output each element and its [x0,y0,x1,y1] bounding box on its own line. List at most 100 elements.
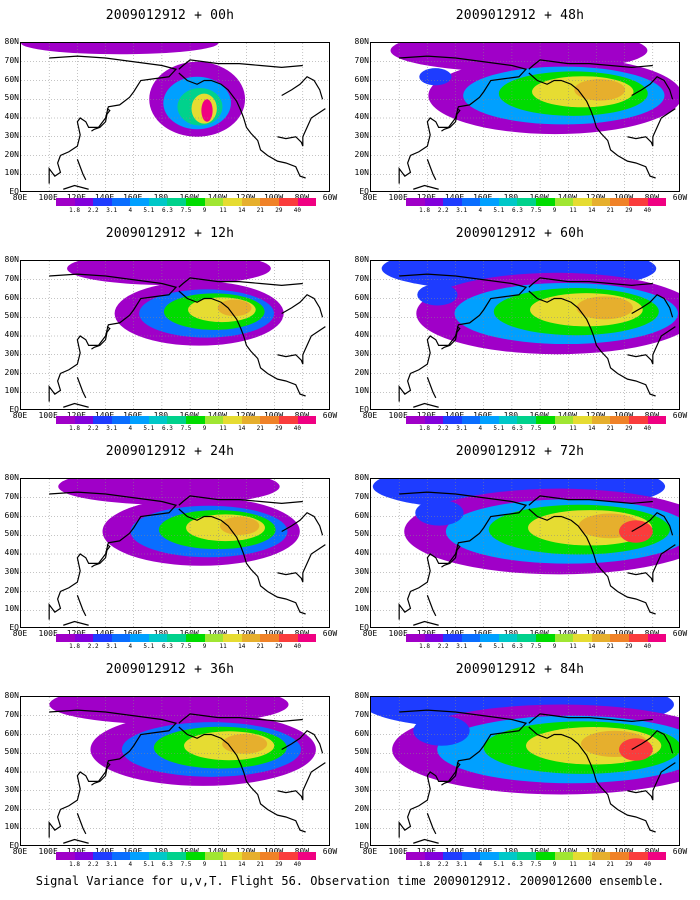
colorbar-swatch [498,416,518,424]
colorbar-swatch [517,634,537,642]
colorbar-tick-label: 7.5 [180,643,192,650]
latitude-tick-label: EQ [9,405,19,414]
coastline [441,544,461,568]
colorbar-swatch [93,416,112,424]
longitude-tick-label: 180 [146,411,176,420]
colorbar-tick-label: 6.3 [162,643,173,650]
coastline [63,838,89,844]
colorbar-tick-label: 5.1 [143,643,155,650]
colorbar-swatch [297,634,317,642]
latitude-tick-label: 20N [4,149,19,159]
variance-contour [574,79,626,101]
colorbar-tick-label: 1.8 [419,425,430,432]
colorbar-swatch [74,416,94,424]
colorbar-swatch [297,852,317,860]
longitude-tick-label: 80E [362,847,378,856]
coastline [528,495,653,506]
longitude-tick-label: 140E [90,847,120,856]
colorbar-swatch [111,416,131,424]
colorbar-swatch [647,198,667,206]
longitude-tick-label: 100W [609,629,639,638]
colorbar [406,852,667,860]
colorbar-tick-label: 5.1 [493,425,505,432]
latitude-tick-label: 30N [354,566,369,576]
colorbar-tick-label: 6.3 [162,861,173,868]
colorbar-swatch [74,198,94,206]
longitude-tick-label: 160W [524,193,554,202]
latitude-tick-label: EQ [359,187,369,196]
colorbar-swatch [93,634,112,642]
colorbar-swatch [443,416,462,424]
coastline [413,184,439,190]
variance-map [20,478,330,628]
latitude-tick-label: EQ [359,623,369,632]
colorbar-swatch [443,852,462,860]
colorbar-swatch [111,852,131,860]
colorbar-swatch [278,416,298,424]
coastline [627,326,676,365]
coastline [91,108,111,132]
latitude-tick-label: 40N [4,766,19,775]
latitude-tick-label: 70N [4,709,19,719]
colorbar-tick-label: 40 [643,207,652,214]
colorbar-swatch [573,416,592,424]
colorbar-swatch [241,198,261,206]
colorbar-tick-label: 40 [643,425,652,432]
colorbar-swatch [610,634,629,642]
latitude-tick-label: 20N [354,367,369,377]
longitude-tick-label: 120E [411,847,441,856]
colorbar-swatch [204,634,224,642]
colorbar-swatch [461,852,481,860]
colorbar-swatch [480,198,499,206]
coastline [178,59,303,70]
latitude-tick-label: 10N [4,822,19,832]
colorbar-tick-label: 11 [219,425,227,432]
longitude-tick-label: 80E [12,629,28,638]
latitude-tick-label: 70N [4,273,19,283]
colorbar-tick-label: 40 [293,643,302,650]
colorbar-tick-label: 14 [588,425,596,432]
latitude-tick-label: 40N [354,330,369,339]
coastline [48,709,178,838]
colorbar-swatch [573,852,592,860]
coastline [426,813,437,835]
map-canvas [21,261,329,409]
coastline [441,108,461,132]
colorbar-tick-label: 1.8 [69,643,80,650]
latitude-tick-label: 40N [4,330,19,339]
latitude-tick-label: 70N [4,55,19,65]
latitude-tick-label: 20N [354,585,369,595]
longitude-tick-label: 60W [322,847,338,856]
map-panel: 2009012912 + 00h 80N 70N 60N 50N 40N 30N 20N 10N… [0,0,340,218]
variance-contour [419,68,452,86]
colorbar-tick-label: 9 [202,643,207,650]
longitude-tick-label: 140W [552,193,582,202]
latitude-tick-label: 50N [4,311,19,321]
colorbar [406,634,667,642]
latitude-tick-label: 80N [354,37,369,46]
longitude-tick-label: 140W [202,193,232,202]
colorbar-tick-label: 21 [256,643,264,650]
longitude-tick-label: 100E [388,629,408,638]
coastline [631,294,674,318]
colorbar-tick-label: 9 [552,643,557,650]
coastline [48,491,178,620]
longitude-tick-label: 120E [61,411,91,420]
colorbar-swatch [56,198,75,206]
colorbar-tick-label: 5.1 [143,861,155,868]
colorbar-swatch [647,852,667,860]
map-panel: 2009012912 + 36h 80N 70N 60N 50N 40N 30N 20N 10N… [0,654,340,872]
coastline [91,544,111,568]
longitude-tick-label: 160E [118,411,148,420]
colorbar-tick-label: 14 [588,643,596,650]
variance-contour [619,738,653,761]
colorbar-swatch [498,852,518,860]
longitude-tick-label: 160E [118,847,148,856]
colorbar [56,198,317,206]
coastline [76,595,87,617]
latitude-tick-label: 30N [4,130,19,140]
variance-contour [21,43,219,55]
longitude-tick-label: 160E [468,629,498,638]
coastline [63,620,89,626]
colorbar-tick-label: 21 [606,425,614,432]
